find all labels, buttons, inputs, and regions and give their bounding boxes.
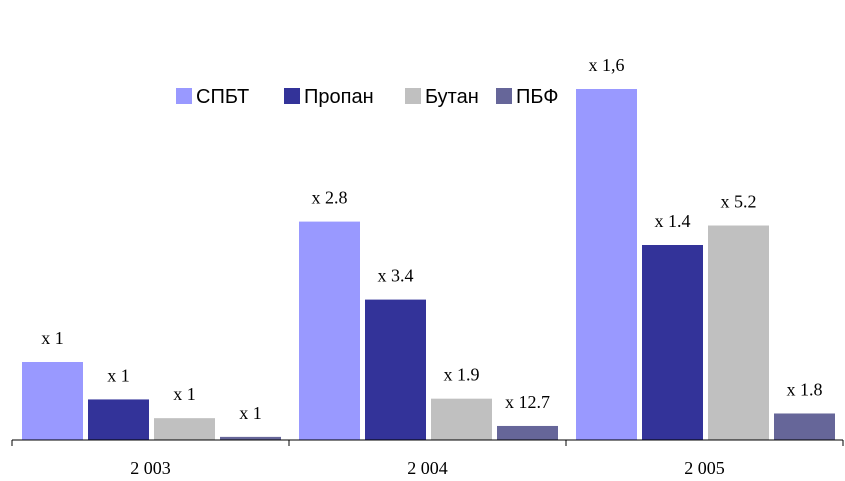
data-label: x 1.8	[787, 379, 823, 399]
x-tick-label: 2 004	[407, 458, 448, 478]
legend-swatch	[405, 88, 421, 104]
bar-ПБФ-2004	[497, 425, 558, 440]
data-label: x 1	[173, 384, 196, 404]
data-label: x 5.2	[721, 192, 757, 212]
bar-СПБТ-2003	[22, 362, 83, 440]
x-tick-label: 2 003	[130, 458, 171, 478]
x-axis: 2 003 2 004 2 005	[11, 439, 844, 478]
data-label: x 12.7	[505, 392, 550, 412]
legend-swatch	[284, 88, 300, 104]
data-label: x 1,6	[589, 55, 625, 75]
bar-ПБФ-2005	[774, 413, 835, 440]
legend-swatch	[176, 88, 192, 104]
legend-label: СПБТ	[196, 86, 249, 108]
bar-Бутан-2003	[154, 418, 215, 440]
data-label: x 1.9	[444, 365, 480, 385]
bar-Пропан-2003	[88, 399, 149, 440]
data-label: x 2.8	[312, 188, 348, 208]
data-label: x 1	[41, 328, 64, 348]
data-label: x 1	[107, 365, 130, 385]
bar-Бутан-2004	[431, 398, 492, 440]
data-label: x 1.4	[655, 211, 691, 231]
x-tick-label: 2 005	[684, 458, 725, 478]
data-labels: x 1 x 1 x 1 x 1 x 2.8 x 3.4 x 1.9 x 12.7 x 1,6 x …	[41, 55, 822, 423]
bar-СПБТ-2005	[576, 89, 637, 440]
bars	[22, 89, 835, 440]
bar-ПБФ-2003	[220, 436, 281, 440]
data-label: x 3.4	[378, 266, 414, 286]
legend-label: ПБФ	[516, 86, 558, 108]
legend-label: Бутан	[425, 86, 479, 108]
bar-Бутан-2005	[708, 225, 769, 440]
legend-label: Пропан	[304, 86, 374, 108]
legend: СПБТ Пропан Бутан ПБФ	[176, 86, 558, 108]
data-label: x 1	[239, 403, 262, 423]
legend-swatch	[496, 88, 512, 104]
bar-СПБТ-2004	[299, 221, 360, 440]
bar-Пропан-2005	[642, 245, 703, 440]
bar-Пропан-2004	[365, 299, 426, 440]
